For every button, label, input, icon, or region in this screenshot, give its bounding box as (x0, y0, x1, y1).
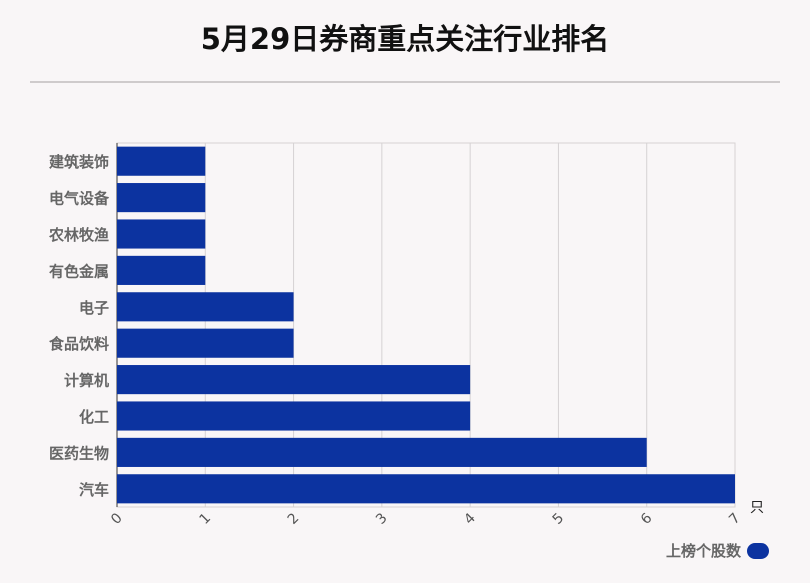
y-category-label: 有色金属 (49, 262, 109, 280)
x-tick-label: 3 (373, 510, 391, 528)
x-tick-label: 1 (196, 510, 214, 528)
bar (117, 328, 294, 358)
y-category-label: 电气设备 (49, 190, 110, 208)
bar (117, 401, 471, 431)
title-divider (30, 81, 780, 83)
bar (117, 146, 206, 176)
x-tick-label: 6 (638, 510, 656, 528)
y-category-label: 汽车 (79, 481, 109, 499)
y-category-label: 建筑装饰 (49, 153, 109, 171)
chart-title: 5月29日券商重点关注行业排名 (200, 22, 610, 56)
y-category-label: 医药生物 (49, 444, 109, 462)
bar (117, 474, 735, 504)
bar-layer (117, 146, 735, 504)
legend[interactable]: 上榜个股数 (666, 540, 769, 561)
bar (117, 437, 647, 467)
bar (117, 183, 206, 213)
y-category-label: 化工 (79, 408, 109, 426)
bar (117, 255, 206, 285)
bar (117, 219, 206, 249)
legend-label: 上榜个股数 (665, 542, 741, 560)
bar (117, 365, 471, 395)
legend-swatch (747, 542, 769, 559)
y-category-label: 食品饮料 (49, 335, 109, 353)
y-category-label: 计算机 (64, 372, 109, 390)
y-category-label: 电子 (79, 299, 109, 317)
x-tick-label: 5 (550, 510, 568, 528)
y-category-label: 农林牧渔 (48, 226, 109, 244)
x-tick-label: 7 (726, 510, 744, 528)
x-tick-label: 4 (461, 510, 479, 528)
x-unit-label: 只 (750, 500, 764, 516)
x-tick-label: 0 (108, 510, 126, 528)
bar (117, 292, 294, 322)
x-tick-label: 2 (285, 510, 303, 528)
